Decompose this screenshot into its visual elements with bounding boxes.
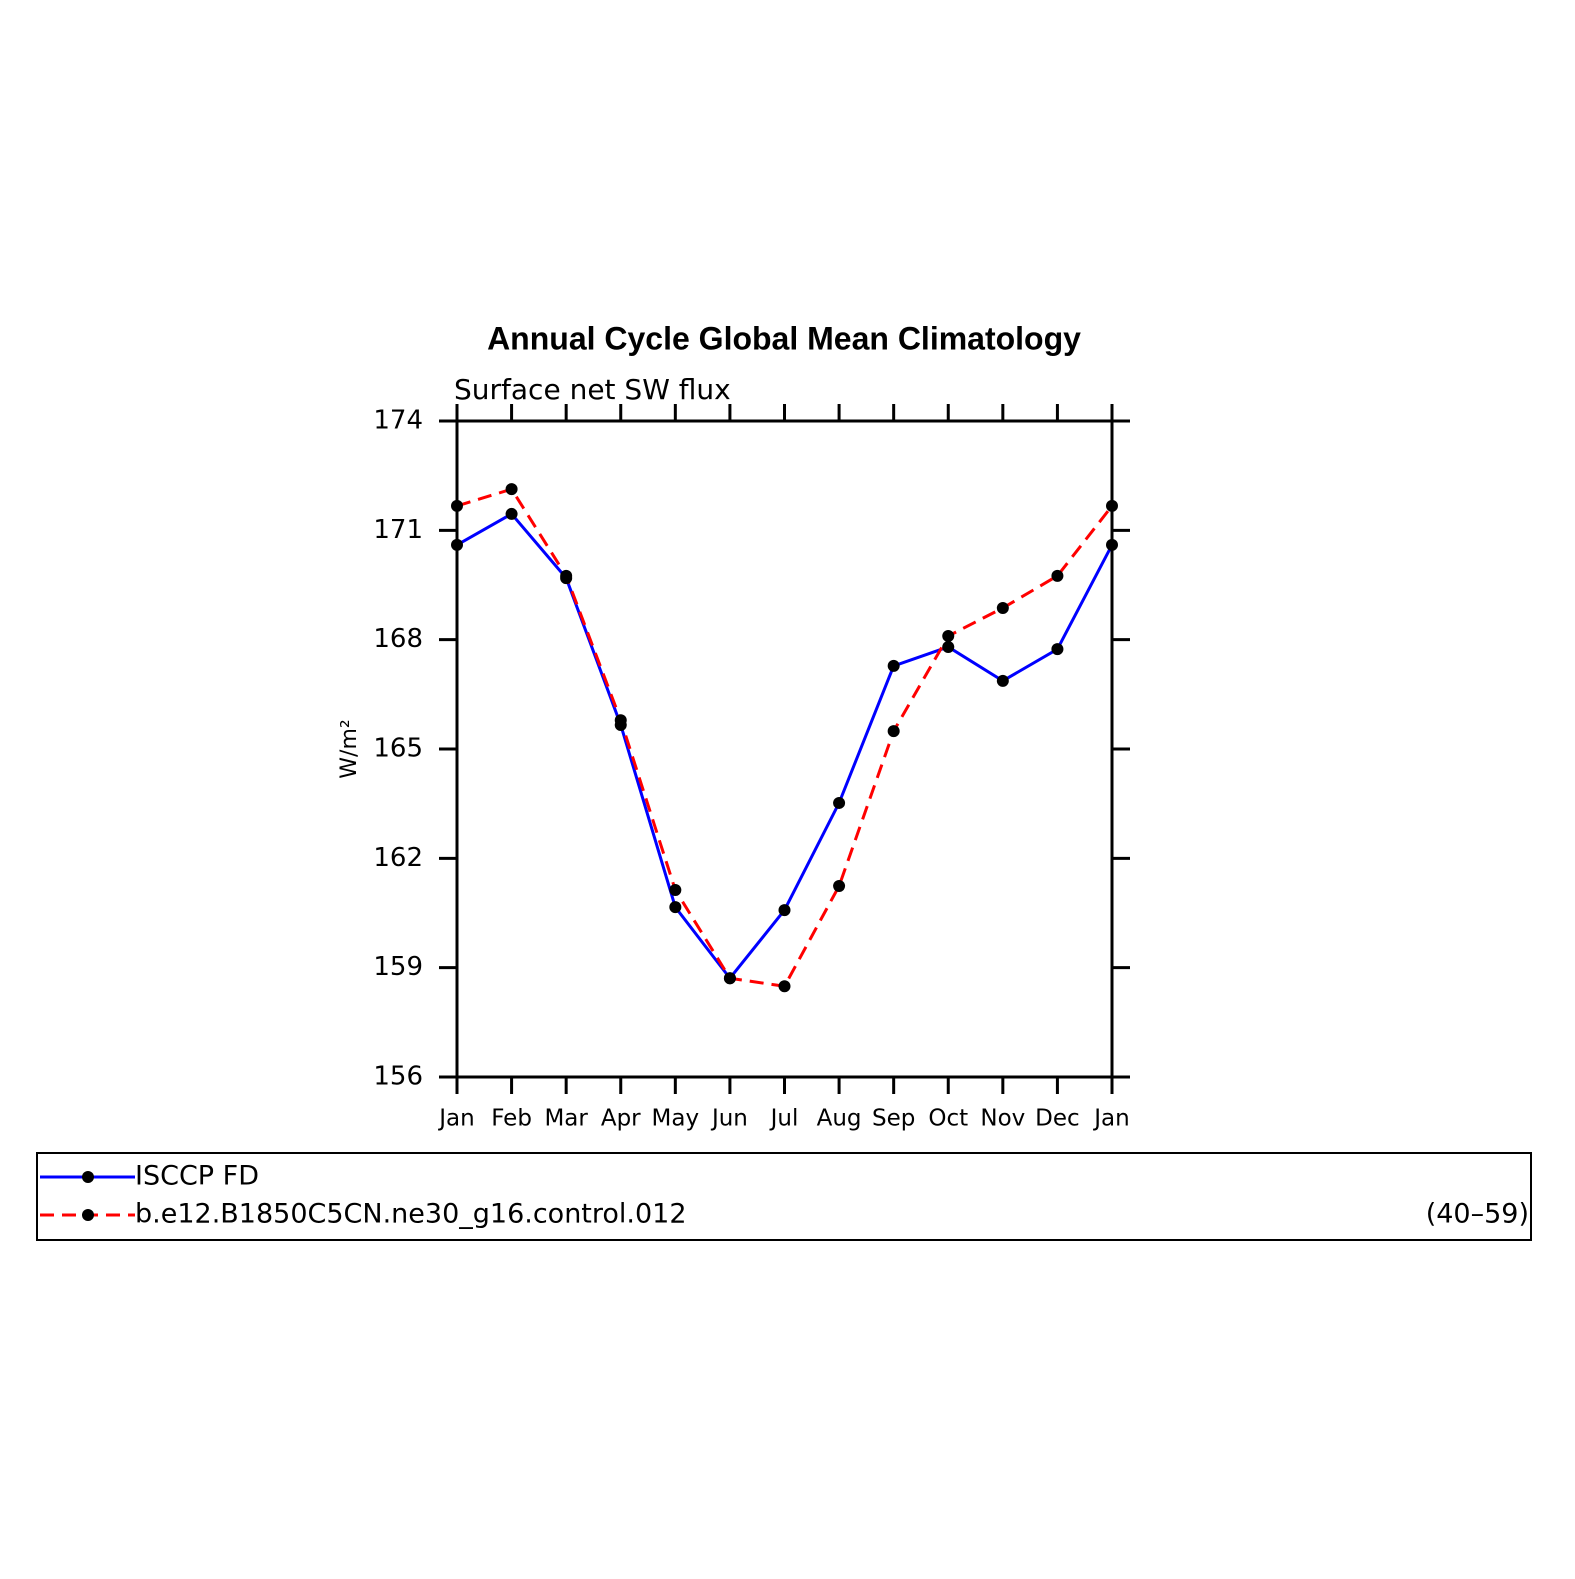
point-marker xyxy=(833,796,846,809)
point-marker xyxy=(778,980,791,993)
point-marker xyxy=(723,972,736,985)
point-marker xyxy=(1106,499,1118,512)
legend-marker xyxy=(82,1209,94,1221)
x-tick-label: Dec xyxy=(1035,1106,1080,1132)
point-marker xyxy=(505,507,518,520)
y-tick-label: 174 xyxy=(373,406,423,436)
point-marker xyxy=(669,901,682,914)
x-tick-label: Sep xyxy=(872,1106,915,1132)
x-tick-label: Jan xyxy=(437,1106,474,1132)
legend-annotation: (40–59) xyxy=(1426,1199,1529,1230)
point-marker xyxy=(778,904,791,917)
y-tick-label: 156 xyxy=(373,1062,423,1092)
y-tick-label: 162 xyxy=(373,843,423,873)
chart-subtitle: Surface net SW flux xyxy=(454,373,731,406)
y-tick-label: 168 xyxy=(373,624,423,654)
point-marker xyxy=(1106,538,1118,551)
x-tick-label: May xyxy=(652,1106,700,1132)
legend-label: b.e12.B1850C5CN.ne30_g16.control.012 xyxy=(135,1199,687,1230)
point-marker xyxy=(505,483,518,496)
y-axis-label: W/m² xyxy=(337,719,362,778)
point-marker xyxy=(942,630,955,643)
x-tick-label: Jan xyxy=(1092,1106,1129,1132)
chart-title: Annual Cycle Global Mean Climatology xyxy=(487,320,1081,356)
x-tick-label: Oct xyxy=(928,1106,968,1132)
x-tick-label: Apr xyxy=(601,1106,641,1132)
point-marker xyxy=(833,880,846,893)
y-tick-label: 171 xyxy=(373,515,423,545)
x-tick-label: Nov xyxy=(980,1106,1025,1132)
point-marker xyxy=(996,674,1009,687)
x-tick-label: Jun xyxy=(710,1106,748,1132)
point-marker xyxy=(1051,569,1064,582)
x-tick-label: Mar xyxy=(544,1106,588,1132)
x-tick-label: Jul xyxy=(769,1106,799,1132)
point-marker xyxy=(451,538,463,551)
point-marker xyxy=(560,569,573,582)
legend-marker xyxy=(82,1171,94,1183)
point-marker xyxy=(1051,643,1064,656)
point-marker xyxy=(451,499,463,512)
point-marker xyxy=(887,659,900,672)
legend-box xyxy=(36,1152,1532,1241)
point-marker xyxy=(669,884,682,897)
y-tick-label: 165 xyxy=(373,734,423,764)
x-tick-label: Aug xyxy=(817,1106,862,1132)
y-tick-label: 159 xyxy=(373,952,423,982)
legend-label: ISCCP FD xyxy=(135,1161,259,1192)
x-tick-label: Feb xyxy=(491,1106,532,1132)
point-marker xyxy=(614,714,627,727)
point-marker xyxy=(942,640,955,653)
point-marker xyxy=(996,601,1009,614)
point-marker xyxy=(887,725,900,738)
